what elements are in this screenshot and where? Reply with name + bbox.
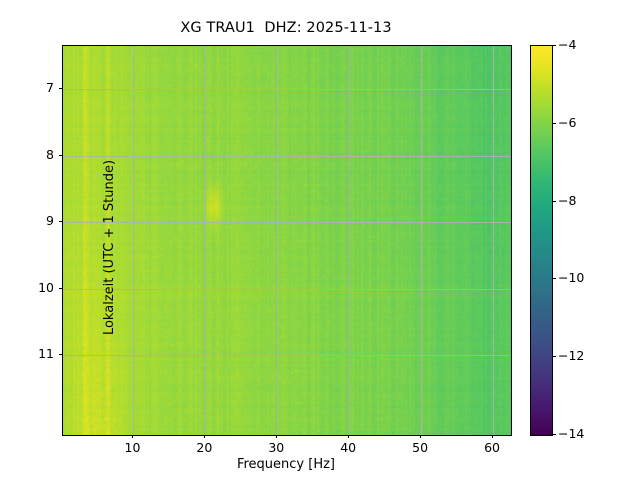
colorbar-tick-label-2: −8 <box>558 192 577 208</box>
x-axis-label: Frequency [Hz] <box>236 457 336 472</box>
y-tick-mark-10 <box>58 288 62 290</box>
x-tick-label-50: 50 <box>412 440 429 455</box>
x-tick-label-10: 10 <box>124 440 141 455</box>
x-tick-mark-30 <box>276 434 278 438</box>
y-tick-label-9: 9 <box>46 213 54 229</box>
y-tick-mark-8 <box>58 155 62 157</box>
x-tick-mark-60 <box>492 434 494 438</box>
figure-title: XG TRAU1 DHZ: 2025-11-13 <box>180 20 392 36</box>
colorbar-tick-mark-2 <box>552 201 556 203</box>
colorbar-tick-label-5: −14 <box>558 426 585 441</box>
y-tick-label-7: 7 <box>46 80 54 96</box>
spectrogram-axes <box>62 45 512 436</box>
colorbar-tick-mark-0 <box>552 45 556 47</box>
x-tick-label-20: 20 <box>196 440 213 455</box>
y-tick-label-11: 11 <box>38 346 54 362</box>
spectrogram-image <box>63 46 511 435</box>
colorbar-tick-label-3: −10 <box>558 270 585 286</box>
colorbar-tick-label-4: −12 <box>558 348 585 364</box>
x-tick-label-60: 60 <box>484 440 500 455</box>
y-tick-label-10: 10 <box>38 279 54 295</box>
x-tick-label-30: 30 <box>268 440 285 455</box>
x-tick-mark-40 <box>348 434 350 438</box>
y-tick-mark-9 <box>58 221 62 223</box>
colorbar-tick-mark-4 <box>552 356 556 358</box>
y-tick-mark-7 <box>58 88 62 90</box>
x-tick-mark-10 <box>132 434 134 438</box>
x-tick-label-40: 40 <box>340 440 357 455</box>
colorbar-tick-label-0: −4 <box>558 37 577 52</box>
x-tick-mark-20 <box>204 434 206 438</box>
colorbar-tick-mark-3 <box>552 278 556 280</box>
colorbar-gradient <box>531 46 552 435</box>
y-tick-mark-11 <box>58 354 62 356</box>
colorbar <box>530 45 553 436</box>
colorbar-tick-mark-1 <box>552 123 556 125</box>
x-tick-mark-50 <box>420 434 422 438</box>
colorbar-tick-mark-5 <box>552 434 556 436</box>
colorbar-tick-label-1: −6 <box>558 114 577 130</box>
y-axis-label: Lokalzeit (UTC + 1 Stunde) <box>102 159 117 335</box>
y-tick-label-8: 8 <box>46 146 54 162</box>
